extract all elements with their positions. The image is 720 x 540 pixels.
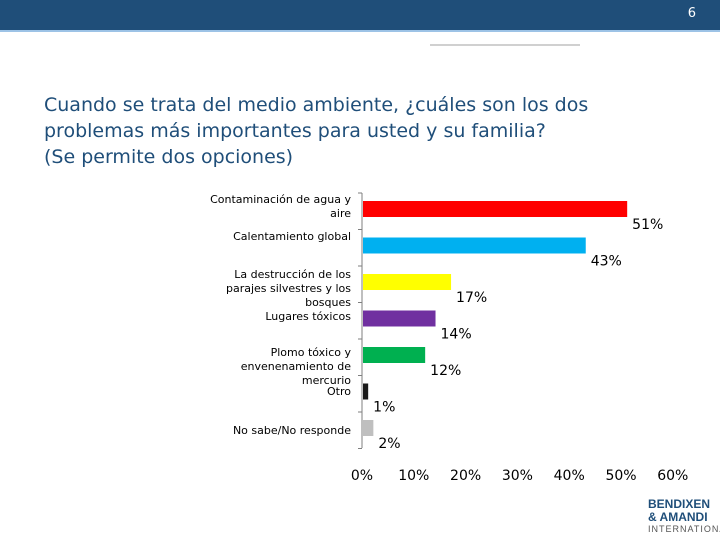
x-tick-label-5: 50%: [605, 468, 636, 484]
value-label-2: 17%: [456, 290, 487, 306]
value-label-6: 2%: [378, 436, 400, 452]
title-line-3: (Se permite dos opciones): [44, 146, 294, 168]
category-label-3: Lugares tóxicos: [265, 310, 351, 323]
category-label-2: La destrucción de los parajes silvestres …: [226, 268, 351, 309]
bar-5: [363, 383, 369, 400]
bar-6: [363, 420, 374, 436]
page-number: 6: [687, 6, 696, 21]
x-tick-label-4: 40%: [554, 468, 585, 484]
x-tick-label-2: 20%: [450, 468, 481, 484]
bar-2: [363, 274, 452, 290]
category-label-1: Calentamiento global: [233, 230, 351, 243]
logo-line-2: & AMANDI: [648, 510, 708, 524]
value-label-5: 1%: [373, 400, 395, 416]
x-tick-label-0: 0%: [351, 468, 373, 484]
title-line-2: problemas más importantes para usted y s…: [44, 120, 546, 142]
company-logo: BENDIXEN & AMANDI INTERNATIONAL: [648, 497, 720, 535]
header-accent-line: [430, 44, 580, 46]
header-bar: [0, 0, 720, 30]
category-label-5: Otro: [327, 385, 351, 398]
title-line-1: Cuando se trata del medio ambiente, ¿cuá…: [44, 94, 589, 116]
logo-line-3: INTERNATIONAL: [648, 524, 720, 534]
x-tick-label-3: 30%: [502, 468, 533, 484]
bar-0: [363, 201, 628, 217]
slide-title: Cuando se trata del medio ambiente, ¿cuá…: [44, 92, 684, 170]
x-tick-label-6: 60%: [657, 468, 688, 484]
logo-line-1: BENDIXEN: [648, 497, 711, 511]
bar-3: [363, 310, 436, 327]
value-label-1: 43%: [591, 254, 622, 270]
value-label-0: 51%: [632, 217, 663, 233]
category-label-6: No sabe/No responde: [233, 424, 351, 437]
category-label-0: Contaminación de agua y aire: [210, 193, 351, 220]
value-label-3: 14%: [441, 327, 472, 343]
bar-1: [363, 237, 586, 254]
x-tick-label-1: 10%: [398, 468, 429, 484]
category-label-4: Plomo tóxico y envenenamiento de mercurio: [241, 346, 352, 387]
bar-4: [363, 347, 426, 363]
header-divider: [0, 30, 720, 32]
value-label-4: 12%: [430, 363, 461, 379]
